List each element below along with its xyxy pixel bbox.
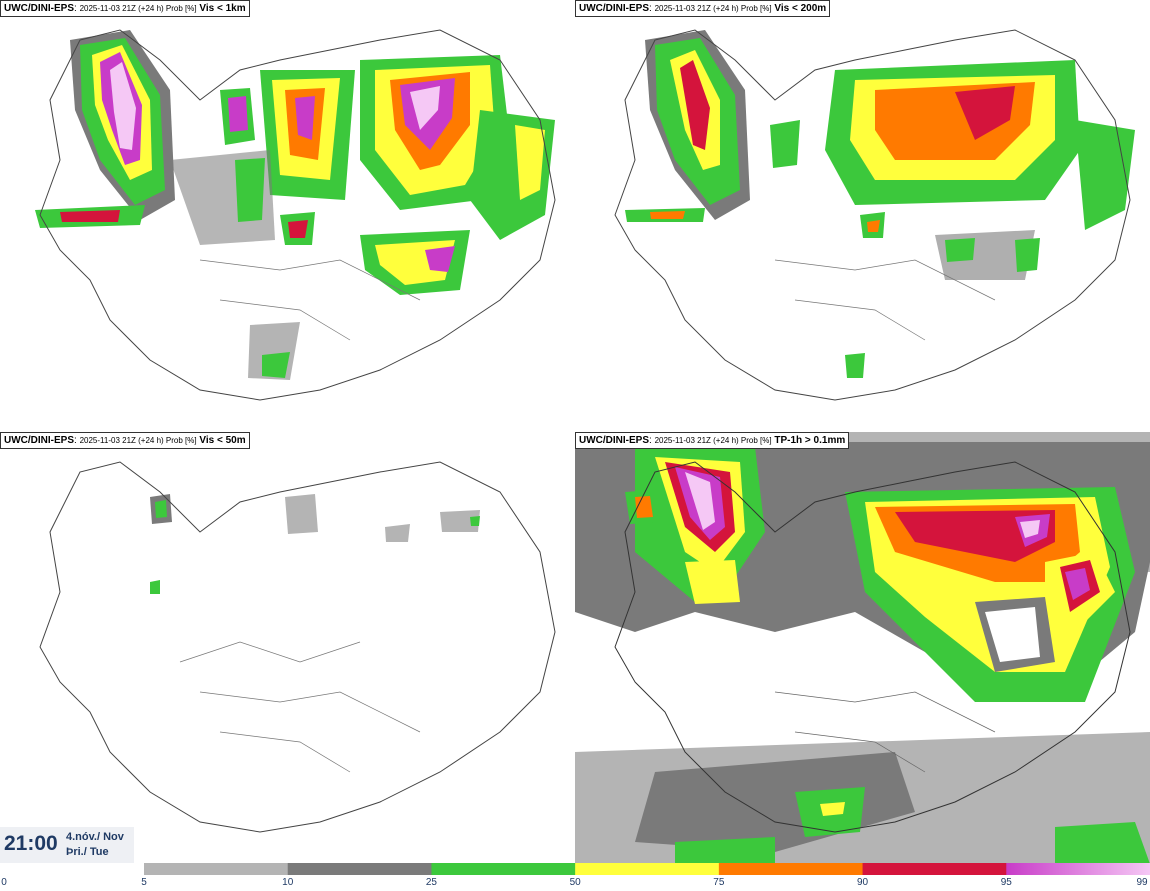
colorbar-tick-label: 0 [1, 877, 7, 888]
model-name: UWC/DINI-EPS [579, 435, 649, 446]
run-info: 2025-11-03 21Z (+24 h) Prob [%] [79, 4, 197, 13]
run-info: 2025-11-03 21Z (+24 h) Prob [%] [79, 436, 197, 445]
model-name: UWC/DINI-EPS [4, 3, 74, 14]
panel-title: UWC/DINI-EPS: 2025-11-03 21Z (+24 h) Pro… [0, 432, 250, 449]
colorbar-band-75-90 [718, 863, 864, 875]
colorbar-band-90-95 [862, 863, 1007, 875]
colorbar-band-10-25 [287, 863, 432, 875]
panel-title: UWC/DINI-EPS: 2025-11-03 21Z (+24 h) Pro… [0, 0, 250, 17]
colorbar-tick-label: 25 [425, 877, 437, 888]
probability-colorbar [144, 863, 1150, 875]
colorbar-band-25-50 [431, 863, 576, 875]
colorbar-tick-label: 50 [569, 877, 581, 888]
valid-time-box: 21:00 4.nóv./ Nov Þri./ Tue [0, 827, 134, 863]
map-panel-vis-1km: UWC/DINI-EPS: 2025-11-03 21Z (+24 h) Pro… [0, 0, 575, 432]
panel-title: UWC/DINI-EPS: 2025-11-03 21Z (+24 h) Pro… [575, 432, 850, 449]
probability-map [39, 461, 556, 833]
model-name: UWC/DINI-EPS [4, 435, 74, 446]
colorbar-tick-label: 90 [857, 877, 869, 888]
probability-map [575, 432, 1150, 864]
panel-title: UWC/DINI-EPS: 2025-11-03 21Z (+24 h) Pro… [575, 0, 831, 17]
colorbar-tick-label: 99 [1136, 877, 1148, 888]
colorbar-band-5-10 [144, 863, 289, 875]
colorbar-tick-label: 95 [1000, 877, 1012, 888]
colorbar-tick-label: 5 [141, 877, 147, 888]
threshold-label: TP-1h > 0.1mm [774, 435, 846, 446]
run-info: 2025-11-03 21Z (+24 h) Prob [%] [654, 4, 772, 13]
probability-map [614, 29, 1135, 401]
run-info: 2025-11-03 21Z (+24 h) Prob [%] [654, 436, 772, 445]
threshold-label: Vis < 50m [199, 435, 246, 446]
map-panel-precip: UWC/DINI-EPS: 2025-11-03 21Z (+24 h) Pro… [575, 432, 1150, 864]
threshold-label: Vis < 200m [774, 3, 827, 14]
map-panel-vis-50m: UWC/DINI-EPS: 2025-11-03 21Z (+24 h) Pro… [0, 432, 575, 864]
probability-map [35, 29, 556, 401]
colorbar-band-50-75 [575, 863, 720, 875]
colorbar-band-95-99 [1006, 863, 1150, 875]
valid-time: 21:00 [4, 832, 58, 855]
threshold-label: Vis < 1km [199, 3, 246, 14]
model-name: UWC/DINI-EPS [579, 3, 649, 14]
valid-date: 4.nóv./ Nov [66, 831, 124, 843]
colorbar-tick-label: 10 [282, 877, 294, 888]
map-panel-vis-200m: UWC/DINI-EPS: 2025-11-03 21Z (+24 h) Pro… [575, 0, 1150, 432]
valid-weekday: Þri./ Tue [66, 846, 109, 858]
colorbar-tick-label: 75 [713, 877, 725, 888]
